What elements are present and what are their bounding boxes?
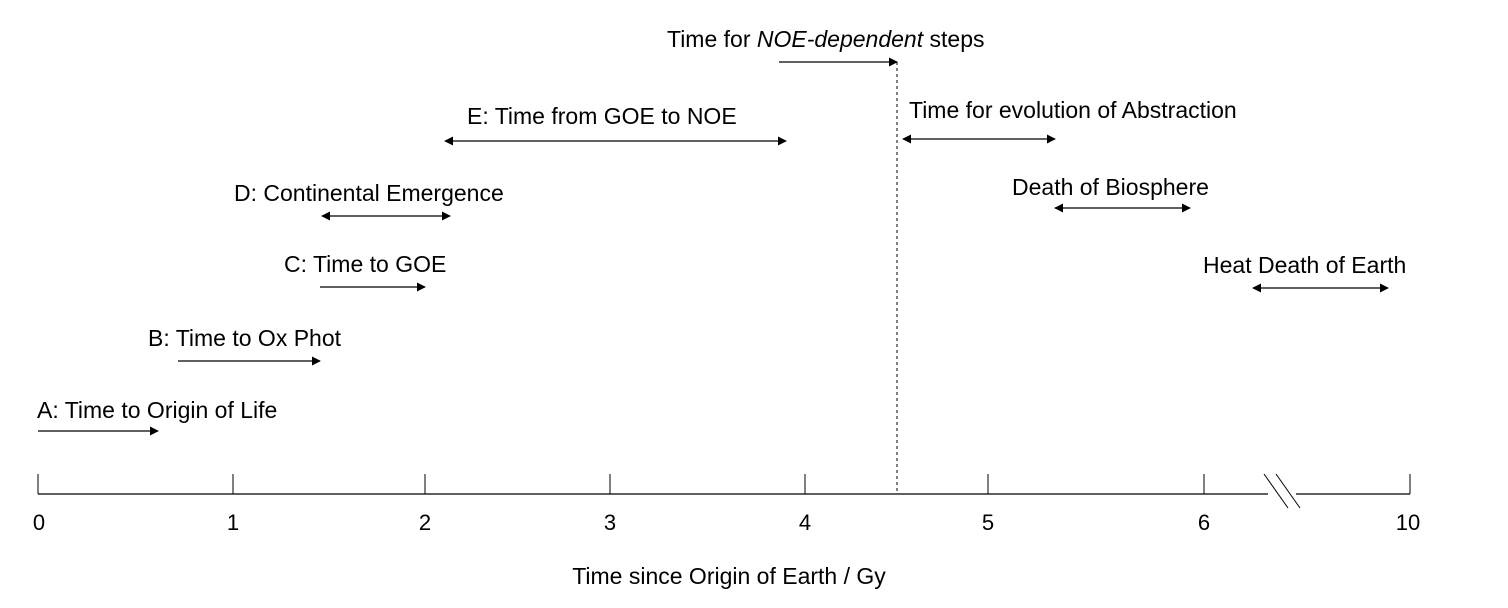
interval-noe-dependent: Time for NOE-dependent steps	[667, 26, 985, 67]
interval-biosphere-label: Death of Biosphere	[1012, 174, 1209, 200]
interval-b: B: Time to Ox Phot	[148, 325, 342, 366]
tick-label-1: 1	[227, 510, 239, 535]
interval-d: D: Continental Emergence	[234, 180, 504, 221]
interval-biosphere: Death of Biosphere	[1012, 174, 1209, 213]
interval-noe-label-italic: NOE-dependent	[757, 26, 925, 52]
interval-noe-label: Time for NOE-dependent steps	[667, 26, 985, 52]
time-axis: 0 1 2 3 4 5 6 10 Time since Origin of Ea…	[33, 473, 1420, 589]
interval-d-label: D: Continental Emergence	[234, 180, 504, 206]
interval-abstraction-label: Time for evolution of Abstraction	[909, 97, 1237, 123]
tick-label-3: 3	[604, 510, 616, 535]
interval-heat-death-label: Heat Death of Earth	[1203, 252, 1406, 278]
tick-label-0: 0	[33, 510, 45, 535]
interval-abstraction: Time for evolution of Abstraction	[902, 97, 1237, 144]
interval-noe-label-prefix: Time for	[667, 26, 757, 52]
interval-e-label: E: Time from GOE to NOE	[467, 103, 737, 129]
interval-c-label: C: Time to GOE	[284, 251, 446, 277]
tick-label-5: 5	[982, 510, 994, 535]
tick-label-10: 10	[1396, 510, 1420, 535]
tick-label-4: 4	[799, 510, 811, 535]
interval-heat-death: Heat Death of Earth	[1203, 252, 1406, 293]
interval-e: E: Time from GOE to NOE	[444, 103, 787, 146]
interval-b-label: B: Time to Ox Phot	[148, 325, 342, 351]
axis-title: Time since Origin of Earth / Gy	[572, 563, 886, 589]
interval-noe-label-suffix: steps	[923, 26, 984, 52]
axis-break-mark-1	[1263, 473, 1289, 509]
tick-label-2: 2	[419, 510, 431, 535]
interval-a: A: Time to Origin of Life	[37, 397, 277, 436]
interval-a-label: A: Time to Origin of Life	[37, 397, 277, 423]
tick-label-6: 6	[1198, 510, 1210, 535]
interval-c: C: Time to GOE	[284, 251, 446, 292]
axis-break-mark-2	[1275, 473, 1301, 509]
